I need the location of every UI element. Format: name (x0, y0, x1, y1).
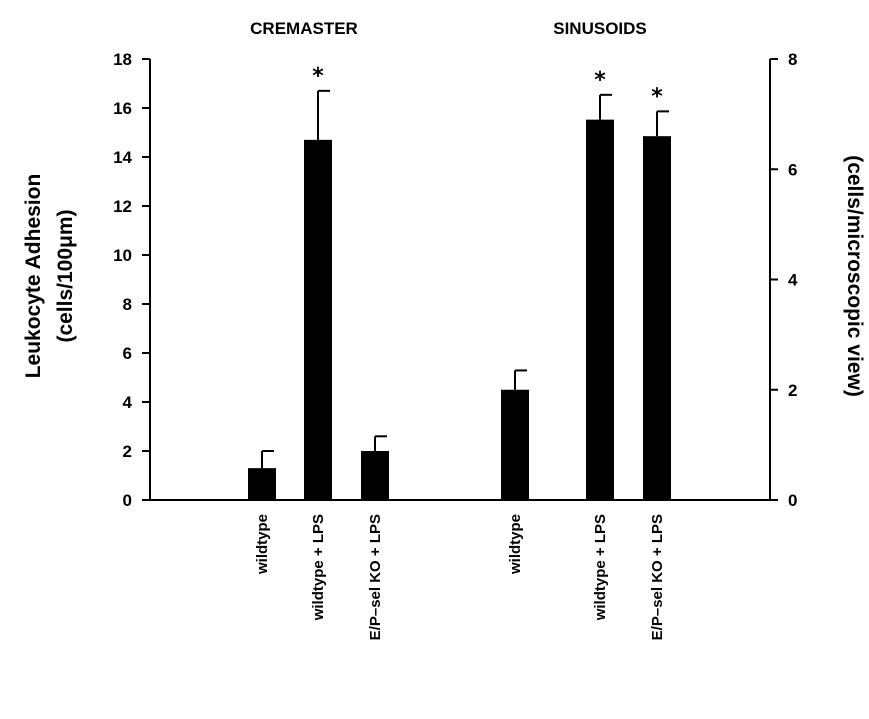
bar (304, 139, 332, 500)
section-title-cremaster: CREMASTER (250, 19, 358, 38)
category-label: wildtype + LPS (592, 514, 609, 621)
left-axis-title-line2: (cells/100μm) (54, 209, 77, 342)
bar (586, 119, 614, 500)
left-tick-label: 8 (123, 295, 132, 314)
left-tick-label: 12 (113, 197, 132, 216)
right-tick-label: 0 (788, 491, 797, 510)
bar (361, 451, 389, 500)
bar (248, 468, 276, 500)
category-label: wildtype (254, 514, 271, 575)
right-tick-label: 2 (788, 381, 797, 400)
category-label: E/P–sel KO + LPS (649, 514, 666, 640)
plot-area: wildtype * wildtype + LPS E/P–sel KO + LPS w… (150, 64, 770, 640)
significance-marker: * (312, 64, 324, 89)
left-tick-label: 4 (123, 393, 133, 412)
left-tick-label: 16 (113, 99, 132, 118)
left-tick-label: 0 (123, 491, 132, 510)
left-tick-label: 10 (113, 246, 132, 265)
left-axis: 0 2 4 6 8 10 12 14 16 18 (113, 50, 151, 510)
bar (643, 136, 671, 501)
right-axis-title: (cells/microscopic view) (843, 155, 866, 397)
bar (501, 389, 529, 500)
left-tick-label: 14 (113, 148, 132, 167)
section-title-sinusoids: SINUSOIDS (553, 19, 647, 38)
left-axis-title-line1: Leukocyte Adhesion (22, 174, 45, 379)
left-tick-label: 18 (113, 50, 132, 69)
significance-marker: * (651, 84, 663, 109)
left-tick-label: 2 (123, 442, 132, 461)
category-label: wildtype (507, 514, 524, 575)
significance-marker: * (594, 68, 606, 93)
right-tick-label: 4 (788, 271, 798, 290)
category-label: E/P–sel KO + LPS (367, 514, 384, 640)
right-tick-label: 6 (788, 160, 797, 179)
left-tick-label: 6 (123, 344, 132, 363)
category-label: wildtype + LPS (310, 514, 327, 621)
right-axis: 0 2 4 6 8 (769, 50, 798, 510)
right-tick-label: 8 (788, 50, 797, 69)
